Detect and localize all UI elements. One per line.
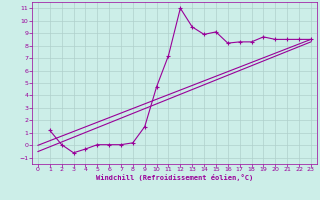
- X-axis label: Windchill (Refroidissement éolien,°C): Windchill (Refroidissement éolien,°C): [96, 174, 253, 181]
